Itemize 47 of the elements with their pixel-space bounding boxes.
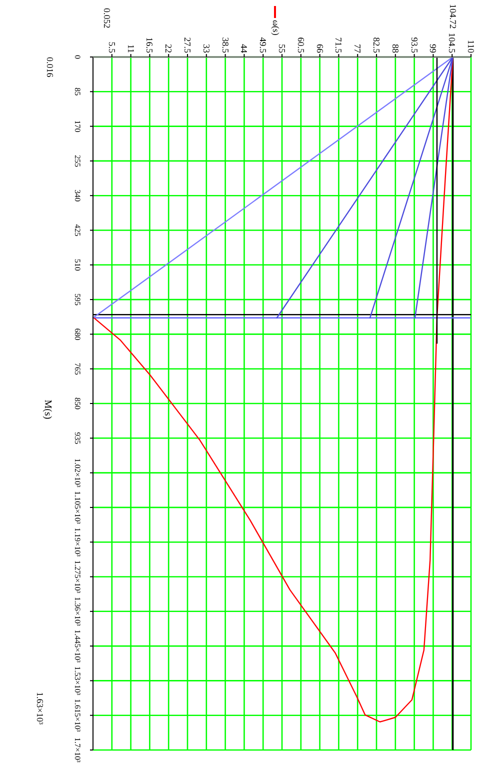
y-tick-label: 425 [73, 224, 82, 236]
y-axis-title: M(s) [42, 400, 53, 420]
x-tick-label: 66 [314, 44, 325, 54]
y-tick-label: 255 [73, 154, 82, 167]
x-tick-label: 44 [239, 44, 250, 54]
x-tick-label: 49.5 [258, 37, 268, 54]
x-tick-label: 88 [390, 44, 400, 54]
x-tick-label: 5.5 [106, 42, 117, 54]
y-tick-label: 680 [73, 328, 82, 340]
y-tick-label: 1.275×10³ [73, 560, 82, 594]
x-tick-label: 16.5 [144, 37, 155, 54]
x-tick-label: 82.5 [372, 37, 382, 54]
y-tick-label: 935 [73, 432, 82, 444]
y-tick-label: 1.105×10³ [73, 490, 82, 524]
y-tick-label: 1.02×10³ [73, 458, 82, 488]
x-tick-label: 11 [126, 44, 136, 53]
x-tick-label: 27.5 [182, 37, 192, 54]
x-tick-label: 71.5 [334, 37, 344, 54]
y-tick-label: 0 [73, 55, 82, 59]
x-tick-label: 104.5 [447, 32, 458, 54]
legend-label: ω(s) [271, 20, 281, 36]
y-tick-label: 85 [73, 88, 82, 96]
y-tick-label: 1.19×10³ [73, 528, 82, 558]
x-tick-label: 38.5 [220, 37, 230, 54]
x-tick-label: 110 [466, 40, 476, 54]
x-tick-label: 22 [164, 44, 174, 53]
x-tick-label: 77 [352, 44, 363, 54]
y-tick-label: 1.7×10³ [73, 738, 82, 764]
x-tick-label: 99 [428, 44, 438, 54]
y-tick-label: 170 [73, 120, 82, 132]
ref-line-label: 104.72 [448, 4, 458, 29]
y-tick-label: 1.53×10³ [73, 666, 82, 696]
y-tick-label: 850 [73, 398, 82, 410]
y-tick-label: 340 [73, 190, 82, 202]
y-tick-label: 1.445×10³ [73, 630, 82, 664]
x-tick-label: 33 [201, 44, 212, 54]
text: 0.016 [45, 57, 55, 78]
y-tick-label: 1.615×10³ [73, 698, 82, 732]
text: 0.052 [102, 8, 112, 28]
x-tick-label: 93.5 [409, 37, 420, 54]
y-tick-label: 1.36×10³ [73, 596, 82, 626]
text: 1.63×10³ [35, 692, 45, 725]
y-tick-label: 595 [73, 294, 82, 306]
y-tick-label: 765 [73, 362, 82, 375]
y-tick-label: 510 [73, 258, 82, 271]
x-tick-label: 55 [277, 44, 287, 54]
x-tick-label: 60.5 [296, 37, 306, 54]
